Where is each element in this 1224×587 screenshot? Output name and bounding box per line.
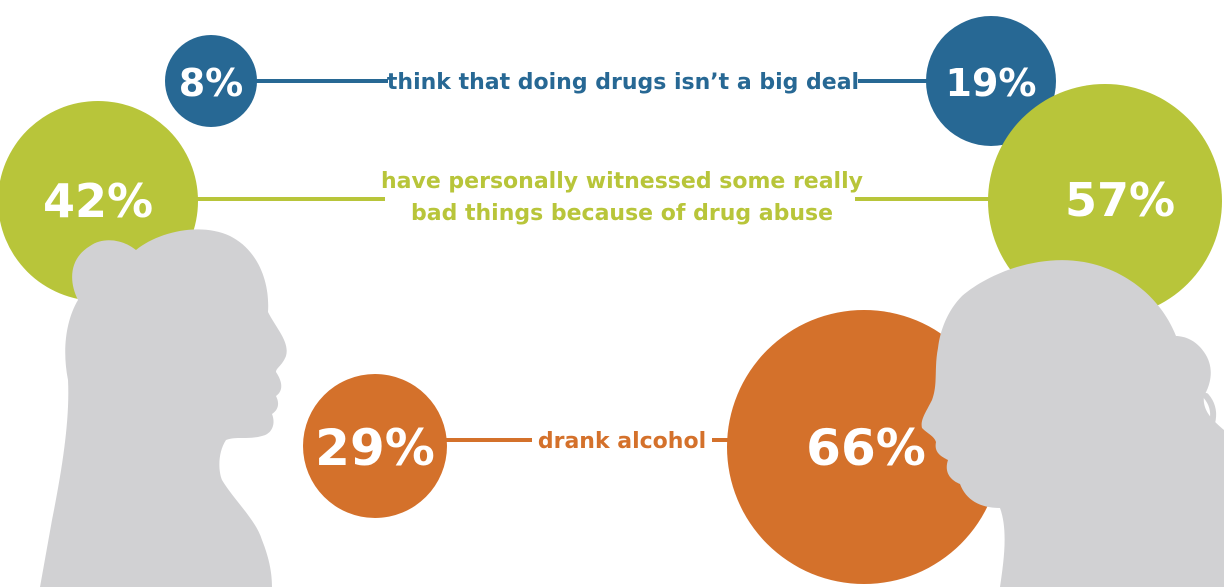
bubble-right-row2	[988, 84, 1222, 318]
row2-description-line1: have personally witnessed some really	[381, 169, 863, 194]
bubble-right-row1-label: 19%	[946, 61, 1037, 105]
right-silhouette-hair-wisp	[1197, 393, 1217, 443]
label-background-row2	[385, 160, 855, 240]
bubble-left-row1	[165, 35, 257, 127]
bubble-left-row1-label: 8%	[179, 61, 244, 105]
bubble-left-row3	[303, 374, 447, 518]
bubble-left-row2-label: 42%	[43, 174, 153, 228]
left-silhouette	[40, 229, 287, 587]
bubble-left-row3-label: 29%	[315, 419, 435, 477]
right-silhouette	[921, 260, 1224, 587]
bubble-right-row3-label: 66%	[806, 419, 926, 477]
row1-description: think that doing drugs isn’t a big deal	[387, 70, 859, 95]
label-background-row3	[532, 425, 712, 457]
bubble-right-row3	[727, 310, 1001, 584]
row2-description-line2: bad things because of drug abuse	[411, 201, 833, 226]
row3-description: drank alcohol	[538, 429, 706, 454]
bubble-right-row1	[926, 16, 1056, 146]
bubble-right-row2-label: 57%	[1065, 173, 1175, 227]
label-background-row1	[388, 62, 858, 100]
